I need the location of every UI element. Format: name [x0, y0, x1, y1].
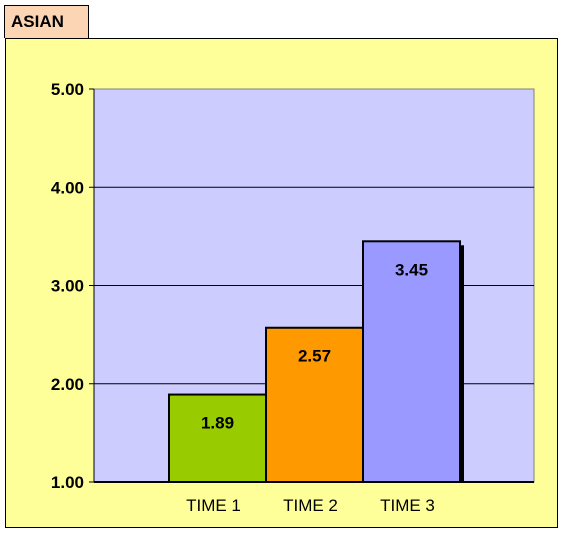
bar — [265, 326, 364, 483]
y-tick-label: 1.00 — [51, 473, 84, 492]
data-label: 1.89 — [201, 414, 234, 433]
x-tick-label: TIME 3 — [380, 496, 435, 515]
data-label: 2.57 — [298, 347, 331, 366]
data-label: 3.45 — [395, 260, 428, 279]
bar — [168, 393, 267, 483]
chart-title: ASIAN — [4, 5, 89, 38]
y-tick-label: 4.00 — [51, 178, 84, 197]
y-tick-label: 2.00 — [51, 375, 84, 394]
y-tick-label: 3.00 — [51, 277, 84, 296]
x-tick-label: TIME 2 — [283, 496, 338, 515]
bar — [362, 240, 461, 483]
x-tick-label: TIME 1 — [186, 496, 241, 515]
y-tick-label: 5.00 — [51, 80, 84, 99]
